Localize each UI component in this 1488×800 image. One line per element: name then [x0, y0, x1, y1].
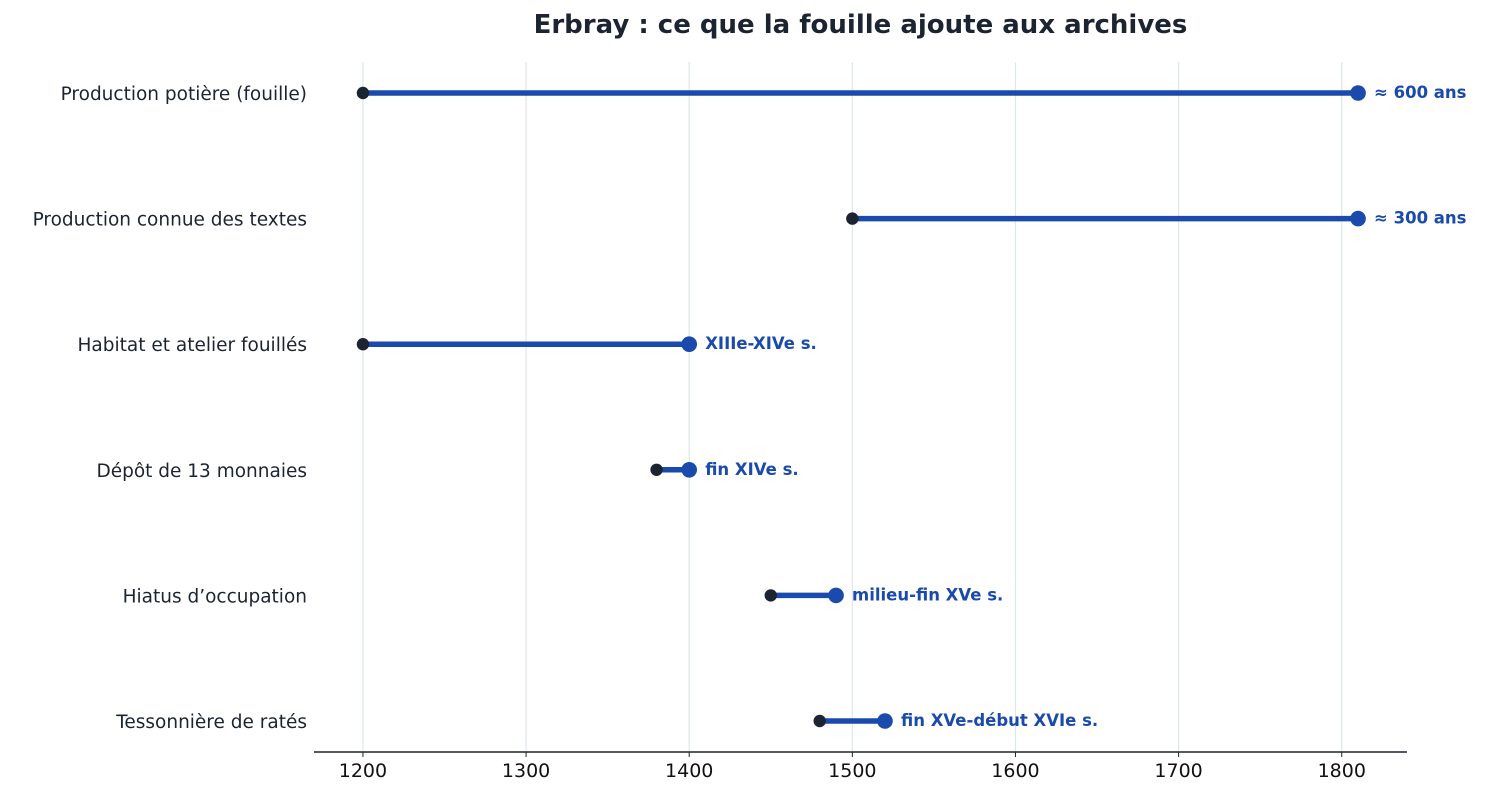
start-marker [846, 212, 859, 225]
x-tick-label: 1800 [1318, 760, 1366, 782]
range-annotation: fin XIVe s. [705, 460, 798, 479]
row-label: Dépôt de 13 monnaies [96, 461, 307, 482]
range-annotation: milieu-fin XVe s. [852, 585, 1003, 604]
chart-title: Erbray : ce que la fouille ajoute aux ar… [533, 10, 1188, 40]
start-marker [650, 463, 663, 476]
row-label: Tessonnière de ratés [115, 712, 307, 733]
end-marker [1350, 210, 1366, 227]
range-annotation: ≈ 300 ans [1374, 209, 1467, 228]
x-tick-label: 1600 [991, 760, 1039, 782]
end-marker [877, 713, 893, 729]
end-marker [1350, 85, 1366, 101]
range-annotation: XIIIe-XIVe s. [705, 334, 817, 353]
start-marker [356, 338, 370, 351]
end-marker [681, 462, 698, 478]
start-marker [356, 86, 370, 100]
range-annotation: ≈ 600 ans [1374, 83, 1467, 102]
end-marker [828, 587, 844, 604]
x-tick-label: 1500 [828, 760, 876, 782]
end-marker [681, 336, 698, 353]
row-label: Habitat et atelier fouillés [78, 335, 308, 356]
row-label: Hiatus d’occupation [123, 586, 307, 607]
x-tick-label: 1200 [339, 760, 387, 782]
x-tick-label: 1400 [665, 760, 713, 782]
x-tick-label: 1300 [502, 760, 550, 782]
row-label: Production connue des textes [33, 210, 307, 231]
start-marker [813, 714, 826, 728]
row-label: Production potière (fouille) [61, 84, 307, 105]
start-marker [764, 589, 777, 602]
range-annotation: fin XVe-début XVIe s. [901, 711, 1098, 730]
x-tick-label: 1700 [1154, 760, 1202, 782]
